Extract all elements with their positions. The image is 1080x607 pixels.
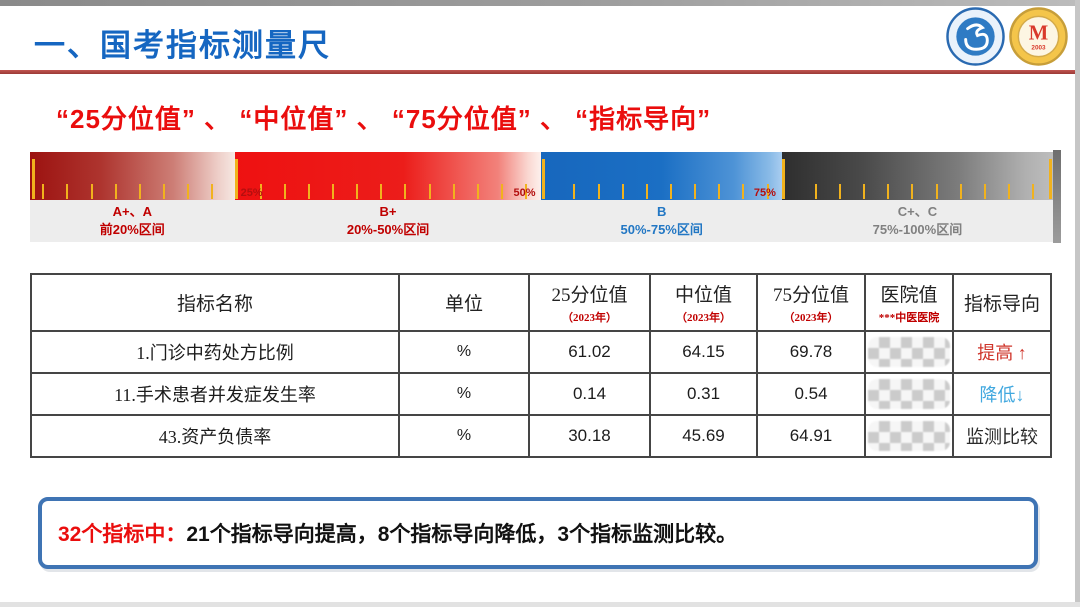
- indicator-name: 1.门诊中药处方比例: [30, 330, 400, 374]
- indicator-unit: %: [398, 414, 530, 458]
- slide-bottom-edge: [0, 602, 1080, 607]
- hospital-value-masked: [864, 330, 954, 374]
- institute-logo-blue-icon: [946, 7, 1005, 66]
- col-header-unit: 单位: [398, 273, 530, 332]
- subtitle: “25分位值” 、 “中位值” 、 “75分位值” 、 “指标导向”: [56, 104, 712, 134]
- median-value: 45.69: [649, 414, 758, 458]
- logo-group: M 2003: [946, 7, 1068, 66]
- table-row: 11.手术患者并发症发生率 % 0.14 0.31 0.54 降低↓: [30, 372, 1052, 416]
- indicator-name: 11.手术患者并发症发生率: [30, 372, 400, 416]
- col-header-indicator-name: 指标名称: [30, 273, 400, 332]
- p75-value: 64.91: [756, 414, 866, 458]
- table-header-row: 指标名称 单位 25分位值 （2023年） 中位值 （2023年） 75分位值 …: [30, 273, 1052, 332]
- ruler-segment-label: C+、C 75%-100%区间: [872, 203, 963, 237]
- ruler-segment: [234, 152, 542, 200]
- ruler-band: 25% 50% 75%: [30, 152, 1053, 200]
- table-row: 43.资产负债率 % 30.18 45.69 64.91 监测比较: [30, 414, 1052, 458]
- ruler-segment-label: B+ 20%-50%区间: [346, 203, 430, 237]
- logo-m-emblem: M: [1029, 22, 1048, 44]
- col-header-hospital-value: 医院值 ***中医医院: [864, 273, 954, 332]
- indicator-unit: %: [398, 372, 530, 416]
- median-value: 0.31: [649, 372, 758, 416]
- direction-value: 提高 ↑: [952, 330, 1052, 374]
- hospital-value-masked: [864, 372, 954, 416]
- summary-box: 32个指标中： 21个指标导向提高，8个指标导向降低，3个指标监测比较。: [38, 497, 1038, 569]
- ruler-end-shadow: [1053, 150, 1061, 243]
- col-header-p75: 75分位值 （2023年）: [756, 273, 866, 332]
- p75-value: 69.78: [756, 330, 866, 374]
- mosaic-censor: [868, 379, 950, 409]
- p25-value: 0.14: [528, 372, 651, 416]
- indicator-name: 43.资产负债率: [30, 414, 400, 458]
- ruler-segment-label: A+、A 前20%区间: [99, 203, 165, 237]
- indicator-table: 指标名称 单位 25分位值 （2023年） 中位值 （2023年） 75分位值 …: [30, 273, 1052, 458]
- ruler-segment: [781, 152, 1053, 200]
- direction-value: 降低↓: [952, 372, 1052, 416]
- institute-logo-gold-icon: M 2003: [1009, 7, 1068, 66]
- slide-top-edge: [0, 0, 1080, 6]
- hospital-value-masked: [864, 414, 954, 458]
- indicator-unit: %: [398, 330, 530, 374]
- mosaic-censor: [868, 337, 950, 367]
- summary-lead: 32个指标中：: [58, 523, 187, 546]
- ruler-segment: [30, 152, 235, 200]
- col-header-median: 中位值 （2023年）: [649, 273, 758, 332]
- col-header-direction: 指标导向: [952, 273, 1052, 332]
- median-value: 64.15: [649, 330, 758, 374]
- ruler-segment: [541, 152, 782, 200]
- table-row: 1.门诊中药处方比例 % 61.02 64.15 69.78 提高 ↑: [30, 330, 1052, 374]
- direction-value: 监测比较: [952, 414, 1052, 458]
- logo-year-label: 2003: [1031, 44, 1046, 51]
- slide-right-edge: [1075, 0, 1080, 607]
- measurement-ruler: 25% 50% 75% A+、A 前20%区间 B+ 20%-50%区间 B 50%-75%区…: [30, 152, 1053, 242]
- page-title: 一、国考指标测量尺: [34, 28, 331, 63]
- p25-value: 61.02: [528, 330, 651, 374]
- p75-value: 0.54: [756, 372, 866, 416]
- header-divider: [0, 70, 1080, 74]
- summary-body: 21个指标导向提高，8个指标导向降低，3个指标监测比较。: [186, 523, 738, 546]
- swirl-emblem-icon: [964, 23, 989, 51]
- p25-value: 30.18: [528, 414, 651, 458]
- col-header-p25: 25分位值 （2023年）: [528, 273, 651, 332]
- mosaic-censor: [868, 421, 950, 451]
- ruler-segment-label: B 50%-75%区间: [620, 203, 703, 237]
- ruler-label-band: A+、A 前20%区间 B+ 20%-50%区间 B 50%-75%区间 C+、C 75%-1…: [30, 200, 1053, 242]
